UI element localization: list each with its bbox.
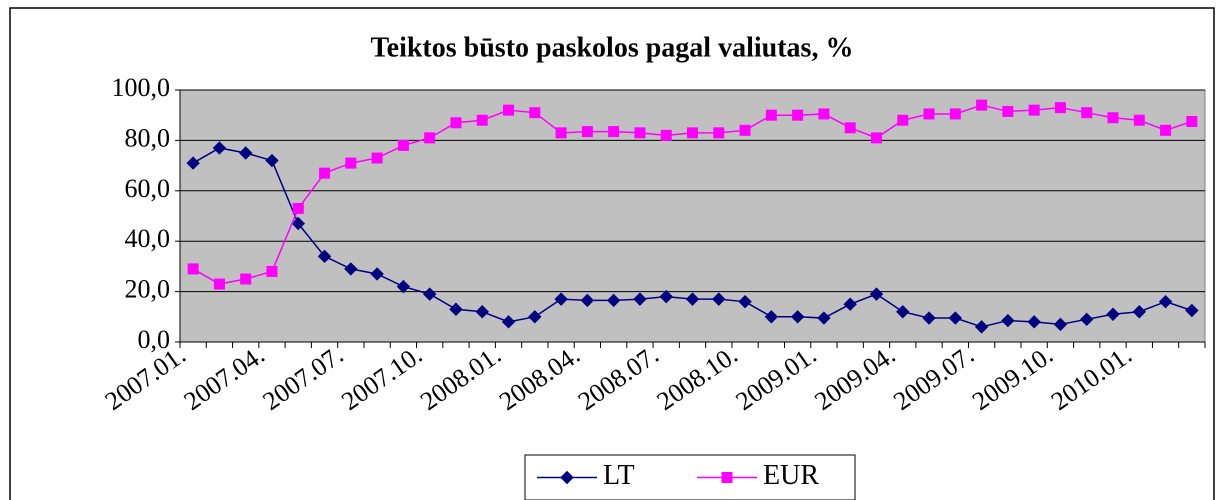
data-point <box>660 129 672 141</box>
data-point <box>187 263 199 275</box>
data-point <box>843 297 857 311</box>
data-point <box>739 124 751 136</box>
data-point <box>949 108 961 120</box>
data-point <box>976 99 988 111</box>
data-point <box>212 141 227 155</box>
data-point <box>1002 105 1014 117</box>
data-point <box>818 108 830 120</box>
data-point <box>790 310 805 324</box>
data-point <box>291 216 305 231</box>
data-point <box>422 287 437 301</box>
data-point <box>1132 305 1146 319</box>
data-point <box>713 127 725 139</box>
chart-title: Teiktos būsto paskolos pagal valiutas, % <box>371 32 854 63</box>
data-point <box>817 311 831 325</box>
data-point <box>1107 112 1119 124</box>
data-point <box>896 305 910 319</box>
data-point <box>608 126 620 138</box>
data-point <box>292 202 304 214</box>
data-point <box>1160 124 1172 136</box>
data-point <box>580 293 595 308</box>
data-point <box>634 127 646 139</box>
data-point <box>948 311 963 325</box>
data-point <box>213 278 225 290</box>
data-point <box>923 108 935 120</box>
legend-label: LT <box>603 460 635 491</box>
data-point <box>633 292 647 306</box>
data-point <box>266 265 278 277</box>
data-point <box>554 292 568 306</box>
data-point <box>764 310 779 324</box>
data-point <box>501 315 516 329</box>
data-point <box>1133 114 1145 126</box>
data-point <box>186 156 200 170</box>
data-point <box>712 292 726 306</box>
data-point <box>922 311 936 325</box>
data-point <box>1158 294 1173 309</box>
y-tick-label: 0,0 <box>138 325 171 354</box>
data-point <box>319 167 331 179</box>
data-point <box>528 310 542 324</box>
data-point <box>687 127 698 139</box>
data-point <box>685 292 700 306</box>
data-point <box>1053 317 1068 332</box>
data-point <box>738 294 752 309</box>
data-point <box>475 305 489 319</box>
data-point <box>1106 307 1120 321</box>
data-point <box>370 267 384 281</box>
data-point <box>1028 104 1040 116</box>
data-point <box>1081 107 1093 119</box>
data-point <box>581 126 593 138</box>
y-tick-label: 20,0 <box>125 275 171 304</box>
legend-marker <box>721 472 733 483</box>
y-tick-label: 80,0 <box>125 123 171 152</box>
data-point <box>397 139 409 151</box>
data-point <box>1001 313 1015 328</box>
data-point <box>1186 116 1198 127</box>
data-point <box>765 109 777 121</box>
y-tick-label: 40,0 <box>125 224 171 253</box>
data-point <box>344 262 358 276</box>
data-point <box>529 107 541 119</box>
data-point <box>317 249 332 264</box>
data-point <box>844 122 856 134</box>
data-point <box>371 152 383 164</box>
data-point <box>424 132 436 144</box>
data-point <box>450 117 462 129</box>
legend-marker <box>560 470 574 485</box>
data-point <box>1080 312 1094 327</box>
data-point <box>555 127 567 139</box>
data-point <box>265 153 279 168</box>
data-point <box>897 114 909 126</box>
y-tick-label: 100,0 <box>112 73 171 102</box>
data-point <box>659 289 673 304</box>
legend-label: EUR <box>763 460 819 491</box>
data-point <box>503 104 515 116</box>
data-point <box>449 302 463 316</box>
data-point <box>1027 315 1041 329</box>
data-point <box>869 287 884 301</box>
data-point <box>476 114 488 126</box>
data-point <box>1185 303 1199 318</box>
data-point <box>396 279 411 294</box>
data-point <box>870 132 882 144</box>
data-point <box>1054 102 1066 114</box>
data-point <box>345 157 357 169</box>
data-point <box>238 146 253 160</box>
data-point <box>792 109 804 121</box>
data-point <box>606 293 621 308</box>
data-point <box>240 273 252 285</box>
y-tick-label: 60,0 <box>125 174 171 203</box>
data-point <box>974 320 989 334</box>
